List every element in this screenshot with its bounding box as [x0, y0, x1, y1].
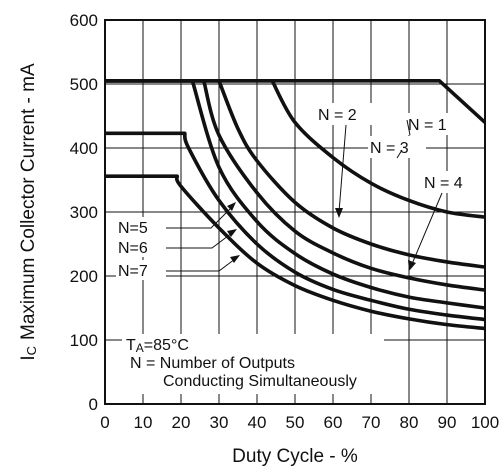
- y-axis-symbol: I: [18, 355, 39, 360]
- y-tick-label: 100: [70, 331, 98, 350]
- series-label-n3: N = 3: [370, 140, 409, 157]
- ta-prefix: T: [126, 337, 136, 354]
- series-line-6: [105, 131, 486, 322]
- ambient-temp-annotation: TA=85°C: [126, 337, 189, 355]
- series-label-n4: N = 4: [424, 175, 463, 192]
- leader-n6: [166, 232, 233, 249]
- x-tick-label: 40: [248, 413, 267, 432]
- y-axis-main: Maximum Collector Current - mA: [18, 63, 39, 340]
- x-tick-label: 30: [210, 413, 229, 432]
- series-labels: N = 2 N = 1 N = 3 N = 4 N=5 N=6 N=7: [116, 103, 480, 280]
- x-tick-label: 70: [362, 413, 381, 432]
- outputs-note-line2: Conducting Simultaneously: [163, 373, 357, 390]
- y-tick-label: 400: [70, 139, 98, 158]
- arrowhead-n6: [227, 229, 237, 237]
- x-tick-label: 80: [400, 413, 419, 432]
- label-bg-n5: [116, 217, 166, 237]
- y-tick-label: 500: [70, 75, 98, 94]
- series-label-n2: N = 2: [318, 107, 357, 124]
- x-tick-label: 20: [172, 413, 191, 432]
- x-tick-label: 90: [438, 413, 457, 432]
- x-tick-label: 100: [471, 413, 499, 432]
- arrowhead-n5: [227, 202, 236, 211]
- leader-n7: [166, 258, 236, 272]
- label-bg-n7: [116, 260, 166, 280]
- series-label-n5: N=5: [118, 220, 148, 237]
- series-line-3: [105, 79, 486, 269]
- arrowhead-n4: [408, 260, 416, 271]
- y-tick-label: 200: [70, 267, 98, 286]
- annotation-background: [122, 334, 384, 394]
- series-label-n1: N = 1: [408, 117, 447, 134]
- leader-n2: [338, 124, 347, 213]
- curves: [105, 79, 487, 331]
- series-line-7: [105, 174, 486, 331]
- x-axis-title: Duty Cycle - %: [232, 446, 358, 467]
- ta-subscript: A: [136, 341, 144, 355]
- y-tick-label: 300: [70, 203, 98, 222]
- leader-n3: [396, 149, 403, 159]
- x-tick-label: 10: [134, 413, 153, 432]
- label-bg-n4: [422, 171, 480, 193]
- y-axis-subscript: C: [24, 346, 39, 355]
- label-bg-n1: [406, 113, 462, 135]
- leader-n1: [406, 119, 411, 136]
- x-tick-label: 60: [324, 413, 343, 432]
- series-label-n6: N=6: [118, 240, 148, 257]
- y-tick-label: 0: [89, 395, 98, 414]
- arrowhead-n7: [230, 255, 240, 263]
- leader-lines: [166, 119, 443, 272]
- arrowhead-n2: [335, 208, 343, 218]
- leader-n5: [166, 206, 233, 229]
- series-line-5: [105, 79, 486, 310]
- leader-n4: [411, 192, 443, 265]
- y-axis-title: IC Maximum Collector Current - mA: [18, 63, 39, 361]
- series-line-4: [105, 79, 486, 292]
- plot-frame: [104, 19, 486, 405]
- series-label-n7: N=7: [118, 263, 148, 280]
- y-tick-label: 600: [70, 11, 98, 30]
- ta-value: =85°C: [144, 337, 189, 354]
- series-line-2: [105, 79, 486, 219]
- x-tick-labels: 0 10 20 30 40 50 60 70 80 90 100: [100, 413, 499, 432]
- x-tick-label: 0: [100, 413, 109, 432]
- y-tick-labels: 0 100 200 300 400 500 600: [70, 11, 98, 414]
- label-bg-n3: [368, 136, 426, 158]
- x-tick-label: 50: [286, 413, 305, 432]
- label-bg-n2: [316, 103, 372, 125]
- label-bg-n6: [116, 237, 166, 257]
- outputs-note-line1: N = Number of Outputs: [130, 355, 295, 372]
